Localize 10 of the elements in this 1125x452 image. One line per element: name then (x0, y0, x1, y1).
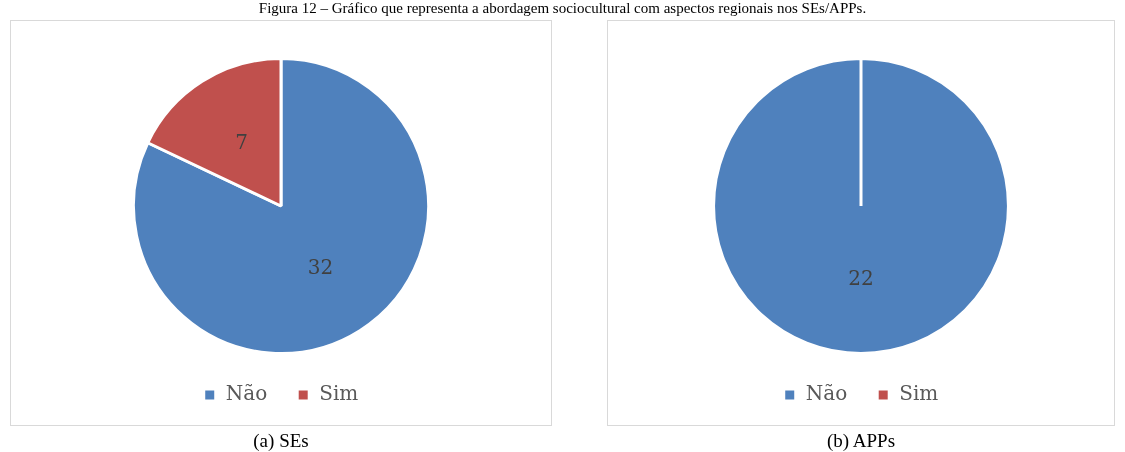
legend-label: Não (225, 381, 268, 406)
text: Figura 12 – Gráfico que representa a abordagem sociocultural com aspectos regionais nos SEs/APPs. (257, 0, 868, 17)
legend-label: Sim (319, 381, 359, 406)
text: (b) APPs (825, 430, 897, 452)
data-label: 7 (235, 129, 248, 154)
data-label: 22 (848, 265, 874, 290)
text: (a) SEs (252, 430, 310, 452)
legend-label: Não (805, 381, 848, 406)
legend-label: Sim (899, 381, 939, 406)
data-label: 32 (307, 254, 334, 279)
